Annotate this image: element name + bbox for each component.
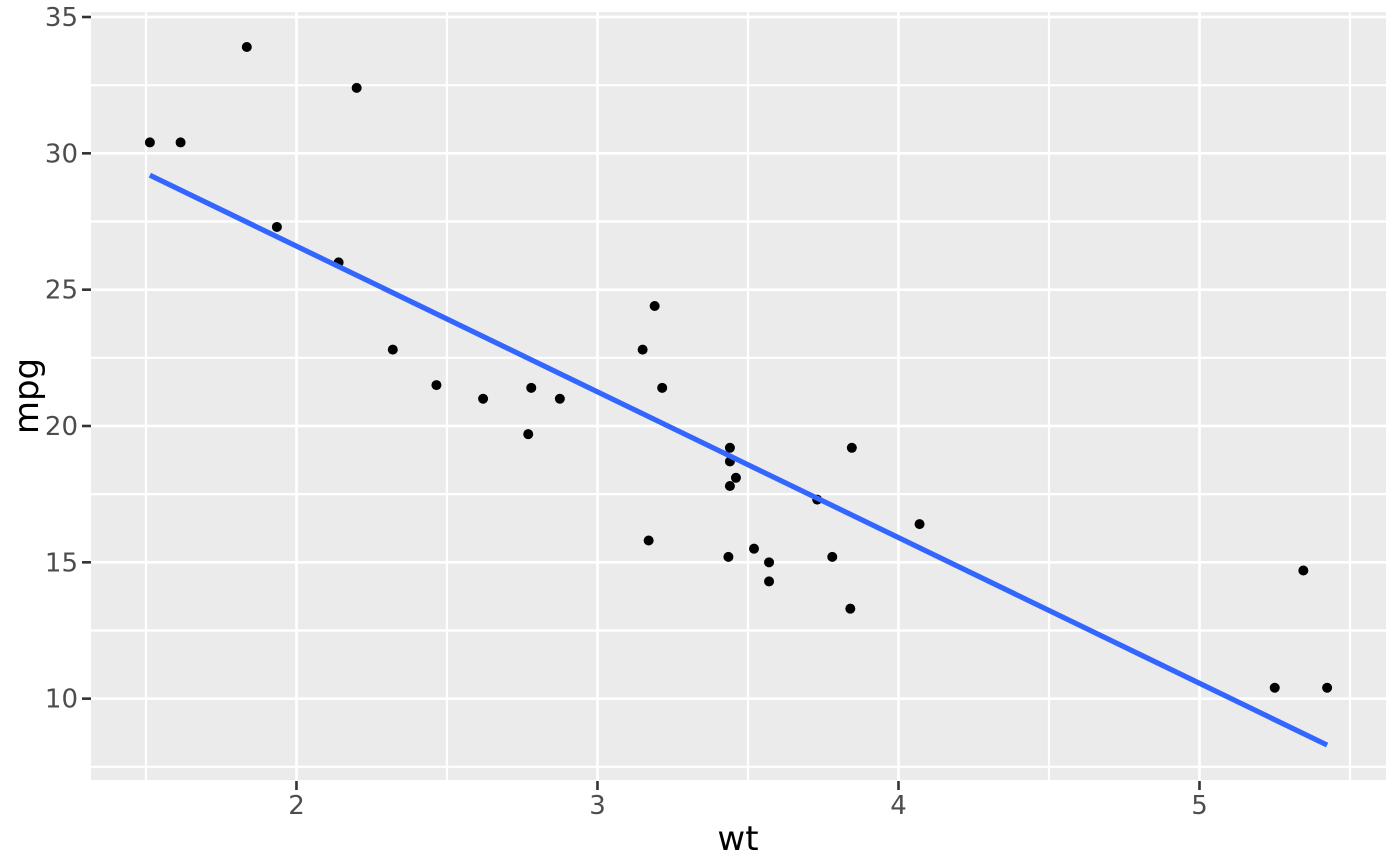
x-tick-label: 2 xyxy=(288,791,305,821)
data-point xyxy=(724,442,735,453)
data-point xyxy=(764,576,775,587)
trend-line xyxy=(148,172,1329,748)
data-point xyxy=(764,557,775,568)
x-tick-label: 3 xyxy=(589,791,606,821)
data-point xyxy=(657,382,668,393)
data-point xyxy=(649,301,660,312)
data-point xyxy=(175,137,186,148)
x-axis-title: wt xyxy=(717,819,758,859)
data-point xyxy=(749,543,760,554)
data-point xyxy=(526,382,537,393)
data-point xyxy=(1269,682,1280,693)
x-tick-label: 5 xyxy=(1191,791,1208,821)
data-point xyxy=(144,137,155,148)
data-point xyxy=(637,344,648,355)
y-tick-label: 30 xyxy=(45,139,78,169)
y-tick-label: 10 xyxy=(45,685,78,715)
data-point xyxy=(827,551,838,562)
data-point xyxy=(241,42,252,53)
data-point xyxy=(730,472,741,483)
y-tick-label: 35 xyxy=(45,3,78,33)
data-point xyxy=(914,519,925,530)
data-point xyxy=(523,429,534,440)
plot-panel xyxy=(91,12,1386,780)
data-point xyxy=(845,603,856,614)
data-point xyxy=(846,442,857,453)
plot-panel-layer: 2 3 4 5 10 15 20 25 30 35 xyxy=(45,3,1386,821)
data-point xyxy=(1322,682,1333,693)
y-tick-label: 15 xyxy=(45,548,78,578)
data-point xyxy=(724,480,735,491)
data-point xyxy=(643,535,654,546)
y-tick-label: 25 xyxy=(45,276,78,306)
data-point xyxy=(1298,565,1309,576)
x-tick-label: 4 xyxy=(890,791,907,821)
data-point xyxy=(387,344,398,355)
y-tick-label: 20 xyxy=(45,412,78,442)
data-point xyxy=(351,82,362,93)
data-point xyxy=(271,221,282,232)
data-point xyxy=(723,551,734,562)
data-point xyxy=(478,393,489,404)
data-point xyxy=(554,393,565,404)
y-axis-title: mpg xyxy=(7,358,47,434)
data-point xyxy=(431,380,442,391)
